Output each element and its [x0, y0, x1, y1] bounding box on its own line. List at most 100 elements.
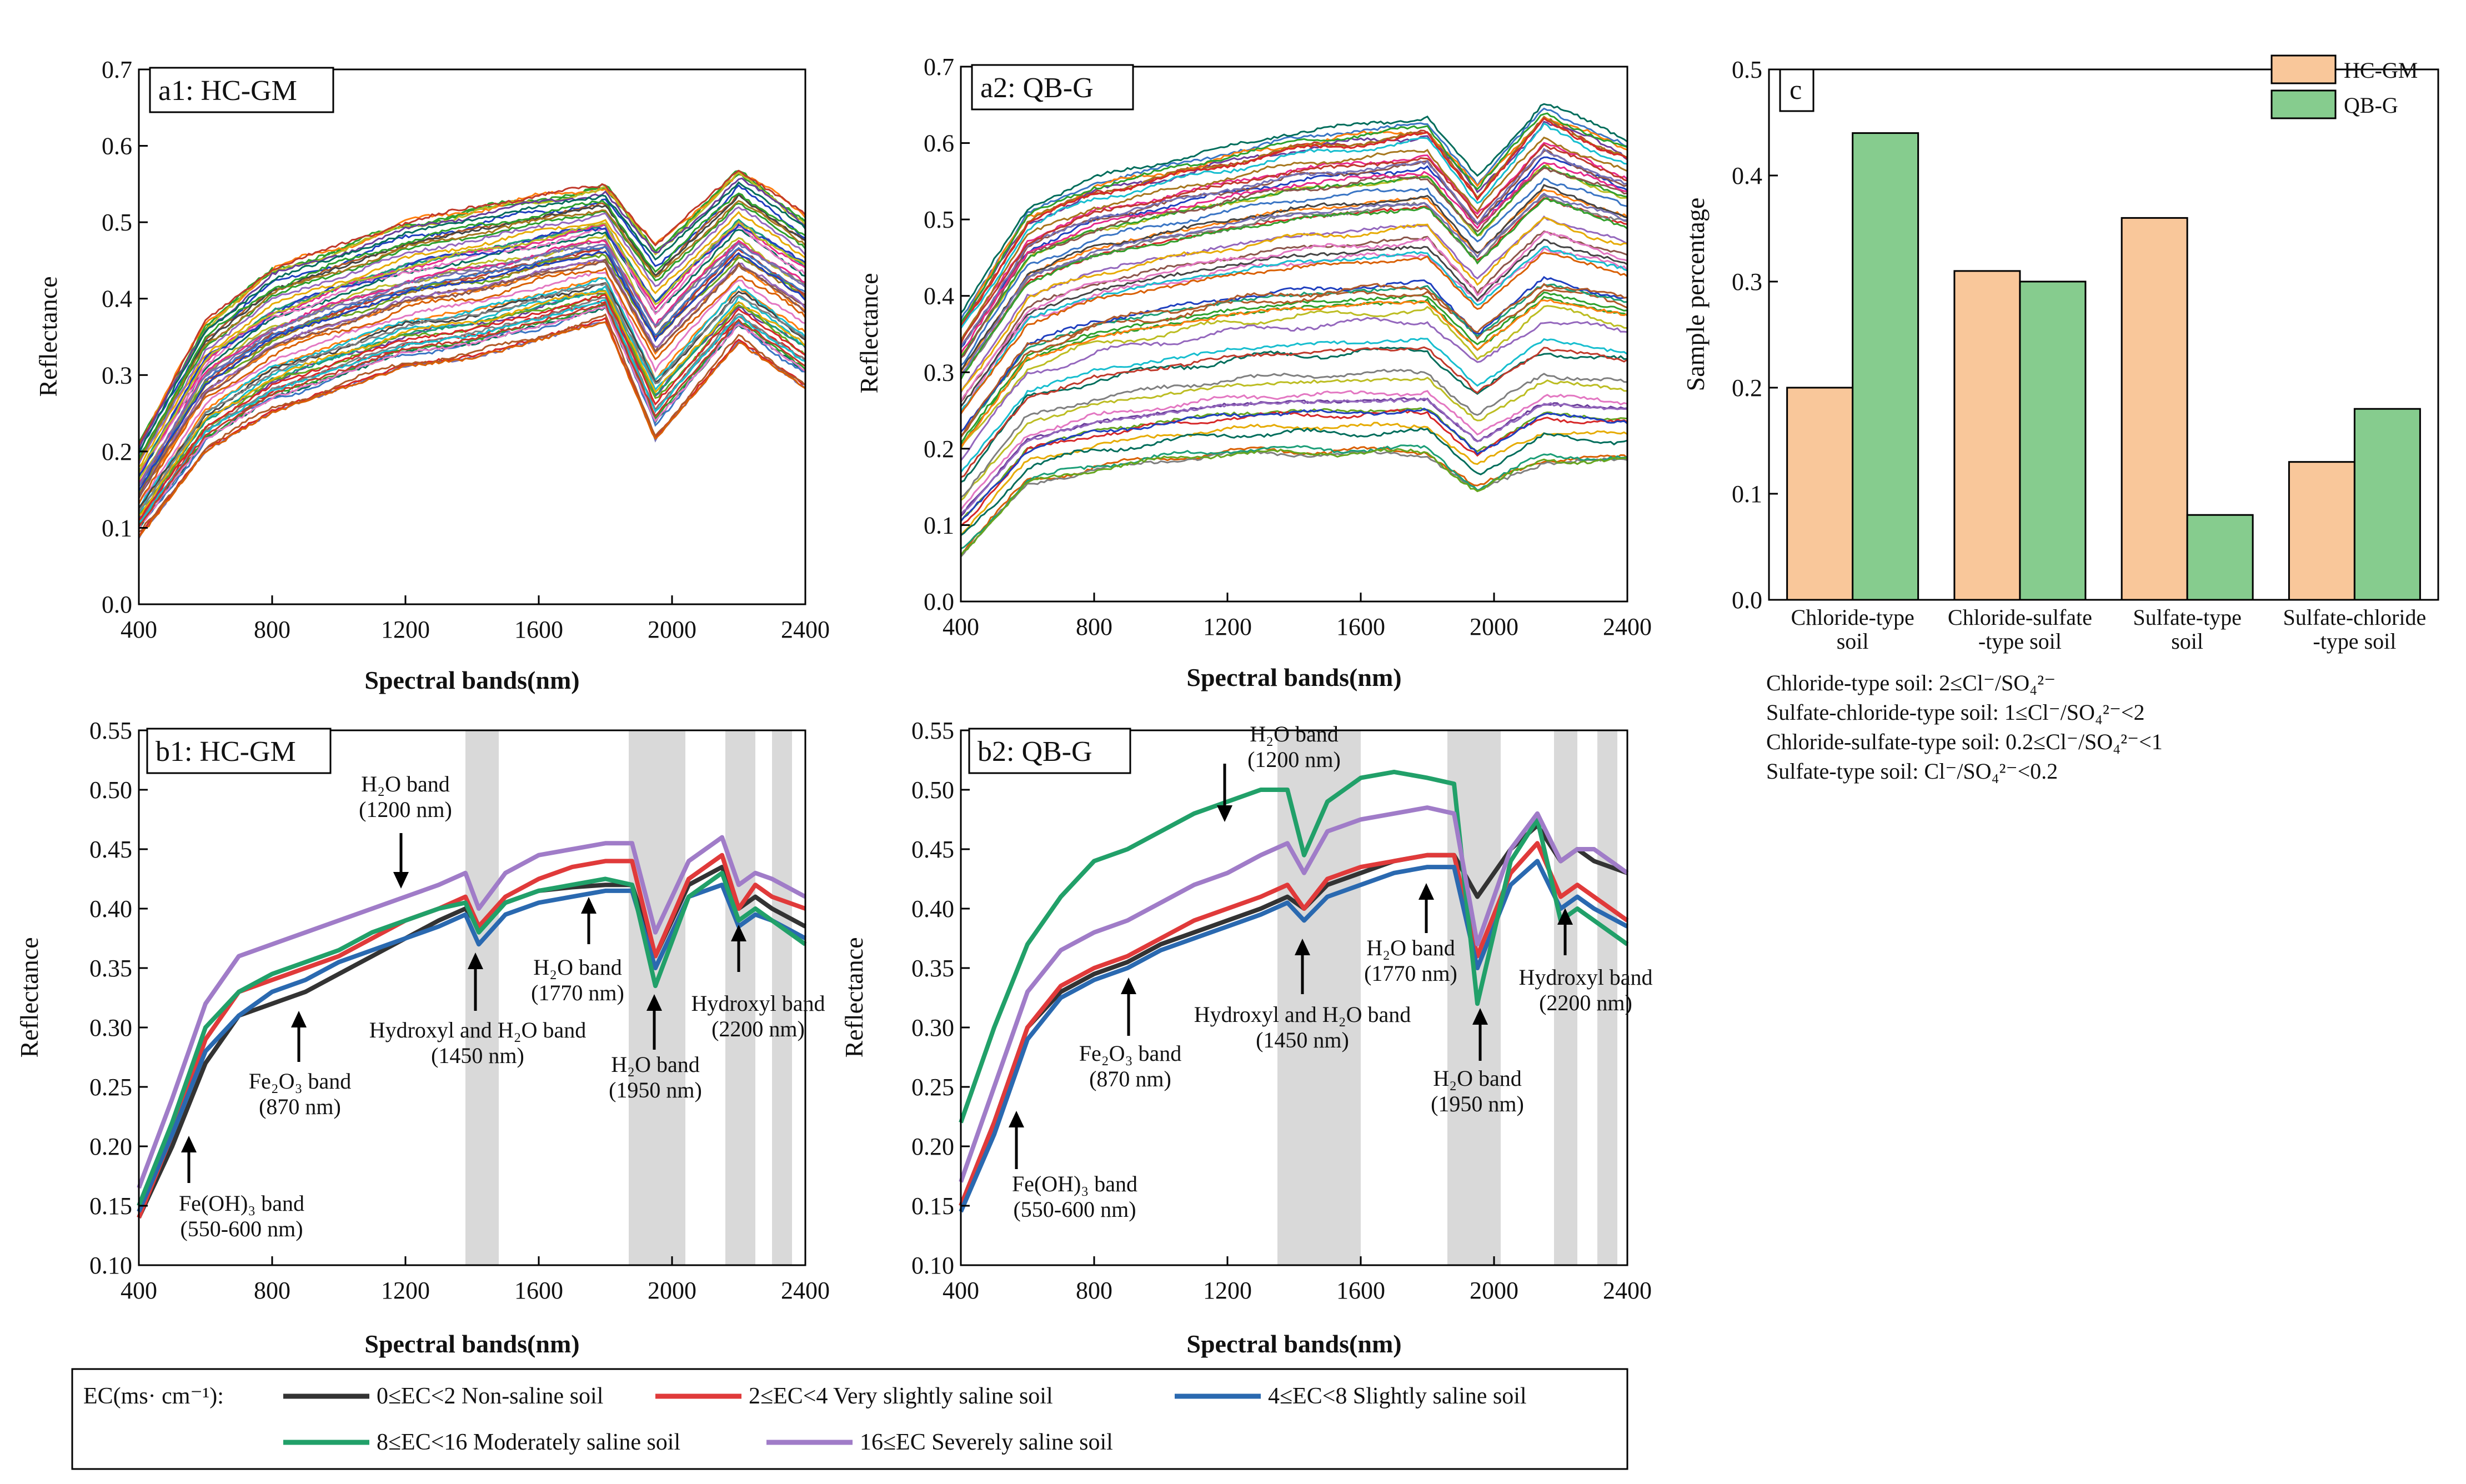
a1-xtick-label-3: 1600 [514, 616, 563, 643]
a1-spectrum-47 [138, 282, 806, 509]
a1-spectrum-41 [138, 321, 806, 538]
b2-xlabel: Spectral bands(nm) [1186, 1330, 1401, 1358]
ec-legend-item-1: 2≤EC<4 Very slightly saline soil [749, 1383, 1053, 1409]
a2-spectrum-6 [960, 390, 1628, 510]
b1-band-2 [725, 730, 755, 1265]
b1-ytick-label-7: 0.45 [89, 836, 132, 863]
b1-series-3 [137, 870, 807, 1207]
a1-spectrum-43 [138, 222, 806, 473]
panel-b2: 0.10 0.15 0.20 0.25 0.30 0.35 0.40 0.45 0.50 0.55… [840, 717, 1653, 1358]
a2-xtick-label-2: 1200 [1203, 613, 1252, 640]
b1-xtick-label-3: 1600 [514, 1277, 563, 1304]
b2-ytick-label-7: 0.45 [911, 836, 954, 863]
a2-spectrum-42 [960, 192, 1628, 377]
a1-ytick-label-7: 0.7 [102, 56, 132, 83]
a1-spectrum-2 [138, 202, 806, 464]
a1-xtick-label-5: 2400 [781, 616, 830, 643]
a2-spectrum-56 [960, 377, 1628, 502]
a1-spectrum-50 [138, 192, 806, 459]
b1-xtick-label-0: 400 [121, 1277, 157, 1304]
a2-xtick-label-1: 800 [1076, 613, 1112, 640]
a2-spectrum-41 [960, 252, 1628, 414]
a1-spectrum-30 [138, 226, 806, 475]
b2-arrow-fe2o3-head [1121, 977, 1136, 994]
b2-series-1 [959, 841, 1629, 1207]
b2-ytick-label-8: 0.50 [911, 776, 954, 804]
a2-spectrum-52 [960, 317, 1628, 461]
panel-b1: 0.10 0.15 0.20 0.25 0.30 0.35 0.40 0.45 0.50 0.55… [15, 717, 830, 1358]
a1-xtick-label-2: 1200 [381, 616, 430, 643]
a2-spectrum-7 [960, 337, 1628, 473]
c-category-label-2-line1: Sulfate-type [2133, 605, 2242, 630]
b1-band-1 [629, 730, 685, 1265]
b2-xtick-label-2: 1200 [1203, 1277, 1252, 1304]
b2-frame [960, 729, 1628, 1266]
a1-spectrum-58 [138, 181, 806, 452]
ratio-note-3: Chloride-sulfate-type soil: 0.2≤Cl⁻/SO₄²… [1766, 729, 2163, 754]
c-category-label-0-line1: Chloride-type [1791, 605, 1914, 630]
b1-ytick-label-5: 0.35 [89, 955, 132, 982]
a1-spectrum-56 [138, 220, 806, 474]
b1-ytick-label-8: 0.50 [89, 776, 132, 804]
a2-spectrum-28 [960, 397, 1628, 515]
b2-band-3 [1597, 730, 1617, 1265]
b2-band-2 [1554, 730, 1577, 1265]
a1-spectrum-32 [138, 171, 806, 444]
a1-spectrum-28 [138, 206, 806, 465]
b2-ytick-label-6: 0.40 [911, 895, 954, 923]
ec-legend-item-4: 16≤EC Severely saline soil [860, 1430, 1113, 1455]
a2-ytick-label-5: 0.5 [924, 206, 954, 233]
b2-arrow-h2o-1770-head [1419, 883, 1434, 900]
b1-band-0 [465, 730, 499, 1265]
b1-series-2 [137, 883, 806, 1213]
a1-spectrum-25 [138, 317, 806, 538]
b1-xtick-label-5: 2400 [781, 1277, 830, 1304]
b1-hyd-2200-l1: Hydroxyl band [691, 991, 825, 1016]
a2-spectrum-58 [960, 427, 1628, 536]
a1-xlabel: Spectral bands(nm) [364, 666, 579, 694]
c-bar-hc-gm-0 [1786, 387, 1854, 601]
a1-spectrum-59 [138, 301, 806, 527]
c-ylabel: Sample percentage [1681, 198, 1710, 392]
b2-series-4 [959, 805, 1629, 1183]
b2-hyd-1450-l2: (1450 nm) [1256, 1027, 1349, 1052]
a1-xtick-label-0: 400 [121, 616, 157, 643]
b2-label: b2: QB-G [978, 736, 1092, 768]
a2-ytick-label-2: 0.2 [924, 435, 954, 463]
b1-hyd-2200-l2: (2200 nm) [711, 1016, 805, 1041]
a1-spectrum-10 [138, 229, 806, 477]
a1-spectrum-44 [138, 292, 806, 517]
b2-h2o-1950-l2: (1950 nm) [1431, 1091, 1524, 1116]
b2-xtick-label-3: 1600 [1336, 1277, 1385, 1304]
c-label-box [1779, 68, 1815, 112]
ratio-note-4: Sulfate-type soil: Cl⁻/SO₄²⁻<0.2 [1766, 759, 2058, 784]
a1-spectrum-7 [138, 277, 806, 508]
ratio-note-2: Sulfate-chloride-type soil: 1≤Cl⁻/SO₄²⁻<… [1766, 700, 2144, 725]
a1-spectrum-55 [138, 299, 806, 523]
b2-xtick-label-4: 2000 [1470, 1277, 1518, 1304]
b1-annotations: Fe(OH)₃ band (550-600 nm) Fe₂O₃ band (87… [179, 771, 825, 1241]
a2-spectrum-31 [960, 245, 1628, 413]
a1-spectrum-33 [138, 297, 806, 524]
a1-spectrum-17 [138, 267, 806, 504]
b1-arrow-hyd-2200-head [731, 925, 746, 941]
b1-xtick-label-4: 2000 [648, 1277, 696, 1304]
a2-spectrum-50 [960, 112, 1628, 323]
b2-xtick-label-5: 2400 [1603, 1277, 1652, 1304]
a2-spectra [960, 103, 1628, 558]
a1-xtick-label-1: 800 [254, 616, 290, 643]
c-ratio-notes: Chloride-type soil: 2≤Cl⁻/SO₄²⁻ Sulfate-… [1766, 670, 2163, 784]
b1-label-box [146, 728, 332, 774]
b2-h2o-1770-l1: H₂O band [1366, 935, 1455, 960]
a2-ytick-label-6: 0.6 [924, 130, 954, 157]
ratio-note-1: Chloride-type soil: 2≤Cl⁻/SO₄²⁻ [1766, 670, 2056, 695]
b2-arrow-h2o-1200-head [1217, 805, 1232, 822]
a1-ytick-label-1: 0.1 [102, 514, 132, 542]
a2-spectrum-54 [960, 230, 1628, 402]
a1-spectrum-39 [138, 313, 806, 533]
b1-ytick-label-9: 0.55 [89, 717, 132, 744]
b1-shaded-bands [465, 730, 792, 1265]
a2-spectrum-44 [960, 448, 1628, 556]
b1-xtick-label-2: 1200 [381, 1277, 430, 1304]
a2-ytick-label-4: 0.4 [924, 283, 954, 310]
